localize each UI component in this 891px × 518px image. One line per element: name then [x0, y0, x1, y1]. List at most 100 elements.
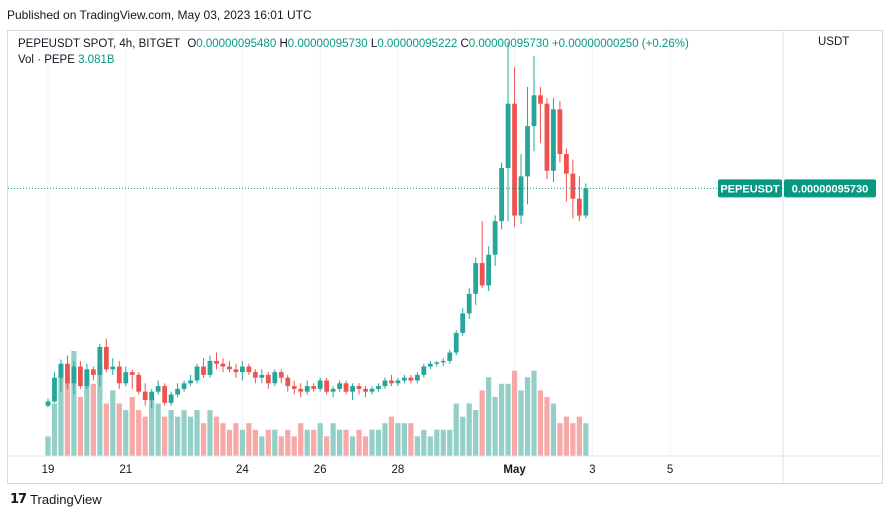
- candle: [479, 221, 485, 289]
- candle: [492, 215, 498, 266]
- volume-bar: [492, 396, 498, 456]
- price-axis-title: USDT: [818, 36, 849, 48]
- legend-symbol: PEPEUSDT SPOT, 4h, BITGET: [18, 38, 181, 50]
- candle: [304, 380, 310, 395]
- candle-body: [356, 386, 362, 389]
- candle: [116, 360, 122, 389]
- candle: [324, 377, 330, 395]
- volume-bar: [466, 403, 472, 456]
- candle: [52, 372, 57, 403]
- candle-body: [201, 366, 206, 375]
- candle-body: [492, 221, 498, 255]
- candle-body: [414, 374, 420, 381]
- candle: [473, 257, 479, 306]
- candle: [337, 380, 342, 392]
- tradingview-brand[interactable]: 17 TradingView: [10, 492, 102, 507]
- volume-bar: [220, 423, 226, 456]
- legend-volume-value: 3.081B: [78, 54, 115, 66]
- volume-bar: [97, 364, 103, 456]
- volume-bar: [45, 436, 51, 456]
- candle-body: [453, 332, 459, 353]
- published-caption: Published on TradingView.com, May 03, 20…: [7, 8, 312, 22]
- candle: [551, 98, 556, 182]
- candle: [408, 374, 414, 384]
- candle: [201, 358, 206, 378]
- candle-body: [382, 380, 388, 387]
- time-tick-label: 3: [589, 464, 595, 476]
- volume-bar: [408, 423, 414, 456]
- volume-bar: [505, 383, 511, 456]
- legend-low-label: L: [370, 38, 378, 50]
- candle-body: [71, 366, 77, 384]
- candle-body: [181, 383, 187, 389]
- legend-close: 0.00000095730: [468, 38, 549, 50]
- volume-bar: [71, 351, 77, 456]
- candle-body: [363, 388, 368, 392]
- candle-body: [240, 366, 245, 373]
- volume-bar: [136, 410, 142, 456]
- candle-body: [155, 386, 161, 392]
- candle: [188, 374, 193, 387]
- candle-body: [97, 346, 103, 375]
- volume-bar: [272, 429, 278, 456]
- candle: [447, 349, 453, 364]
- candle-body: [78, 366, 83, 387]
- candle-body: [460, 313, 466, 333]
- volume-bar: [285, 429, 291, 456]
- candle: [583, 183, 589, 219]
- candle: [356, 383, 362, 395]
- volume-bar: [149, 396, 155, 456]
- candle: [434, 360, 440, 367]
- brand-name: TradingView: [30, 492, 102, 507]
- candle: [343, 380, 349, 395]
- volume-bar: [563, 416, 569, 456]
- volume-bar: [531, 370, 537, 456]
- candle: [330, 386, 336, 398]
- candle: [389, 374, 394, 387]
- price-tag-bg: [784, 179, 876, 198]
- candle: [311, 383, 317, 392]
- candle: [207, 355, 213, 378]
- candle: [538, 86, 543, 143]
- volume-bar: [252, 429, 258, 456]
- volume-bar: [298, 423, 304, 456]
- candle: [227, 360, 232, 373]
- candle-body: [499, 168, 504, 222]
- time-tick-label: 21: [119, 464, 132, 476]
- candle: [350, 383, 355, 401]
- candle: [214, 352, 219, 370]
- volume-bar: [324, 436, 330, 456]
- candle: [395, 377, 401, 387]
- candle: [576, 176, 582, 222]
- candle-body: [90, 369, 96, 375]
- tradingview-logo-icon: 17: [10, 492, 27, 507]
- candle: [427, 360, 433, 370]
- volume-bar: [369, 429, 375, 456]
- time-tick-label: 26: [314, 464, 327, 476]
- candle: [142, 383, 148, 406]
- volume-bar: [544, 396, 550, 456]
- candle-body: [447, 352, 453, 361]
- volume-bar: [362, 436, 369, 456]
- candle-body: [551, 109, 556, 171]
- volume-bar: [427, 436, 433, 456]
- candle: [525, 86, 530, 205]
- grid-lines: [47, 31, 671, 456]
- volume-bar: [58, 364, 64, 456]
- candle-body: [376, 386, 381, 389]
- candle-body: [291, 386, 297, 389]
- legend-high: 0.00000095730: [287, 38, 368, 50]
- candle: [291, 380, 297, 395]
- legend-row-ohlc: PEPEUSDT SPOT, 4h, BITGET O0.00000095480…: [18, 36, 689, 52]
- candle-body: [512, 103, 517, 216]
- volume-bar: [440, 429, 446, 456]
- candle-body: [103, 346, 109, 370]
- candle: [453, 330, 459, 356]
- volume-bar: [84, 370, 90, 456]
- candle-body: [58, 363, 64, 378]
- volume-bar: [175, 416, 181, 456]
- candle-body: [486, 254, 492, 286]
- volume-bar: [265, 429, 271, 456]
- candle-body: [65, 363, 70, 384]
